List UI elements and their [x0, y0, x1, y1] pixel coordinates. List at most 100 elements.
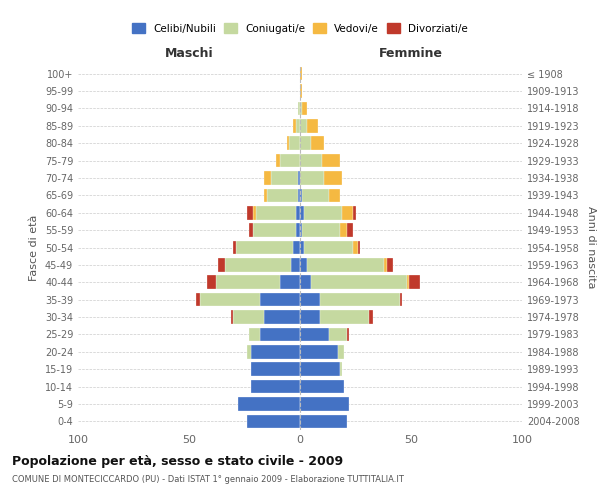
Bar	[329, 328, 347, 341]
Bar	[302, 102, 307, 115]
Bar	[298, 188, 300, 202]
Bar	[251, 380, 300, 394]
Bar	[236, 240, 293, 254]
Bar	[300, 328, 329, 341]
Bar	[231, 310, 233, 324]
Bar	[300, 154, 322, 168]
Bar	[298, 102, 300, 115]
Bar	[300, 414, 347, 428]
Bar	[320, 293, 400, 306]
Bar	[293, 119, 296, 132]
Bar	[233, 240, 236, 254]
Bar	[300, 397, 349, 410]
Bar	[353, 206, 355, 220]
Bar	[238, 397, 300, 410]
Y-axis label: Fasce di età: Fasce di età	[29, 214, 39, 280]
Text: Maschi: Maschi	[164, 47, 214, 60]
Bar	[233, 310, 265, 324]
Text: Popolazione per età, sesso e stato civile - 2009: Popolazione per età, sesso e stato civil…	[12, 455, 343, 468]
Bar	[347, 224, 353, 237]
Bar	[256, 206, 296, 220]
Bar	[300, 67, 302, 80]
Bar	[266, 188, 298, 202]
Bar	[218, 258, 224, 272]
Bar	[289, 136, 300, 150]
Bar	[304, 240, 353, 254]
Bar	[247, 345, 251, 358]
Bar	[300, 188, 302, 202]
Bar	[340, 224, 347, 237]
Bar	[207, 276, 215, 289]
Bar	[304, 206, 342, 220]
Bar	[291, 258, 300, 272]
Bar	[251, 345, 300, 358]
Bar	[260, 328, 300, 341]
Bar	[325, 171, 342, 185]
Bar	[280, 276, 300, 289]
Bar	[287, 136, 289, 150]
Bar	[265, 188, 266, 202]
Bar	[247, 206, 253, 220]
Bar	[275, 154, 280, 168]
Bar	[300, 240, 304, 254]
Bar	[369, 310, 373, 324]
Bar	[265, 310, 300, 324]
Bar	[247, 414, 300, 428]
Bar	[296, 119, 300, 132]
Bar	[400, 293, 402, 306]
Bar	[215, 276, 280, 289]
Bar	[322, 154, 340, 168]
Bar	[224, 258, 291, 272]
Bar	[347, 328, 349, 341]
Bar	[300, 119, 307, 132]
Bar	[407, 276, 409, 289]
Bar	[300, 293, 320, 306]
Bar	[340, 362, 342, 376]
Bar	[307, 258, 385, 272]
Bar	[293, 240, 300, 254]
Bar	[300, 380, 344, 394]
Bar	[298, 171, 300, 185]
Bar	[271, 171, 298, 185]
Bar	[358, 240, 360, 254]
Bar	[296, 206, 300, 220]
Bar	[253, 206, 256, 220]
Bar	[196, 293, 200, 306]
Bar	[300, 171, 325, 185]
Bar	[249, 224, 253, 237]
Bar	[307, 119, 318, 132]
Bar	[251, 362, 300, 376]
Bar	[260, 293, 300, 306]
Bar	[385, 258, 386, 272]
Legend: Celibi/Nubili, Coniugati/e, Vedovi/e, Divorziati/e: Celibi/Nubili, Coniugati/e, Vedovi/e, Di…	[128, 19, 472, 38]
Bar	[300, 310, 320, 324]
Y-axis label: Anni di nascita: Anni di nascita	[586, 206, 596, 289]
Bar	[253, 224, 296, 237]
Bar	[409, 276, 420, 289]
Bar	[311, 276, 407, 289]
Bar	[329, 188, 340, 202]
Bar	[300, 362, 340, 376]
Bar	[300, 102, 302, 115]
Bar	[300, 276, 311, 289]
Bar	[300, 206, 304, 220]
Bar	[300, 224, 302, 237]
Text: Femmine: Femmine	[379, 47, 443, 60]
Bar	[300, 345, 338, 358]
Bar	[302, 224, 340, 237]
Bar	[249, 328, 260, 341]
Bar	[338, 345, 344, 358]
Bar	[342, 206, 353, 220]
Bar	[265, 171, 271, 185]
Bar	[300, 136, 311, 150]
Bar	[296, 224, 300, 237]
Bar	[320, 310, 369, 324]
Bar	[300, 84, 302, 98]
Text: COMUNE DI MONTECICCARDO (PU) - Dati ISTAT 1° gennaio 2009 - Elaborazione TUTTITA: COMUNE DI MONTECICCARDO (PU) - Dati ISTA…	[12, 475, 404, 484]
Bar	[302, 188, 329, 202]
Bar	[280, 154, 300, 168]
Bar	[300, 258, 307, 272]
Bar	[386, 258, 393, 272]
Bar	[200, 293, 260, 306]
Bar	[353, 240, 358, 254]
